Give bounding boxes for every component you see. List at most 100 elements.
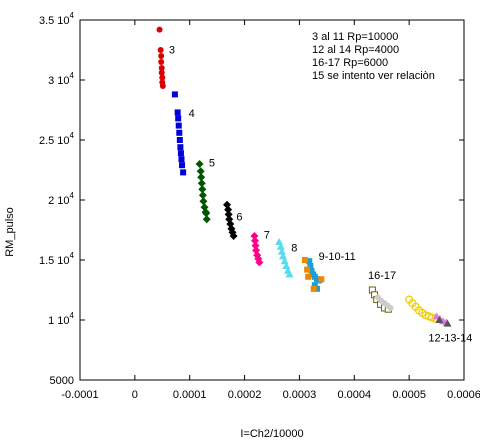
data-point: [277, 247, 286, 255]
data-point: [251, 241, 260, 250]
series-layer: [156, 26, 452, 327]
data-point: [443, 319, 452, 327]
data-point: [318, 276, 325, 283]
x-tick-label: 0.0006: [447, 389, 480, 401]
y-tick-mantissa: 1.5 10: [39, 255, 70, 267]
data-point: [179, 162, 186, 169]
y-tick-exponent: 4: [70, 311, 75, 320]
data-point: [306, 258, 313, 265]
y-tick-exponent: 4: [70, 251, 75, 260]
series-16-17-light: [374, 294, 394, 311]
data-point: [311, 282, 318, 289]
data-point: [250, 236, 259, 245]
series-5: [195, 160, 211, 224]
data-point: [202, 215, 211, 224]
data-point: [171, 91, 178, 98]
x-axis-ticks: -0.0001 0 0.0001 0.0002 0.0003 0.0004 0.0005 0.…: [61, 20, 480, 401]
data-point: [199, 197, 208, 206]
data-point: [178, 156, 185, 163]
data-point: [280, 257, 289, 265]
y-tick-exponent: 4: [70, 71, 75, 80]
data-point: [305, 273, 312, 280]
y-tick-label: 2 104: [48, 191, 74, 207]
y-tick-exponent: 4: [70, 131, 75, 140]
data-point: [308, 267, 315, 274]
data-point: [278, 252, 287, 260]
series-12-13-14: [405, 295, 440, 323]
data-point: [435, 316, 444, 323]
y-tick-label: 3 104: [48, 71, 74, 87]
y-tick-label: 2.5 104: [39, 131, 75, 147]
data-point: [301, 257, 308, 263]
series-9-10-11-orange: [301, 257, 325, 292]
data-point: [276, 242, 285, 250]
series-12-13-14-grey: [435, 316, 452, 327]
legend-line: 3 al 11 Rp=10000: [312, 31, 398, 43]
data-point: [229, 232, 238, 240]
data-point: [158, 65, 165, 71]
data-point: [387, 305, 394, 311]
series-label: 3: [169, 45, 175, 57]
y-tick-mantissa: 3 10: [48, 75, 69, 87]
data-point: [275, 238, 284, 245]
data-point: [176, 129, 183, 136]
y-tick-exponent: 4: [70, 11, 75, 20]
data-point: [177, 150, 184, 157]
data-point: [158, 59, 165, 65]
data-point: [224, 210, 233, 219]
data-point: [307, 263, 314, 269]
y-tick-label: 3.5 104: [39, 11, 75, 27]
data-point: [157, 47, 164, 53]
data-point: [250, 232, 259, 240]
x-tick-label: 0.0003: [283, 389, 317, 401]
series-7: [250, 232, 264, 267]
series-label: 5: [209, 157, 215, 169]
data-point: [202, 209, 211, 218]
y-tick-mantissa: 3.5 10: [39, 15, 70, 27]
y-tick-mantissa: 2 10: [48, 195, 69, 207]
series-3: [156, 26, 166, 89]
y-axis-label: RM_pulso: [4, 207, 16, 257]
series-8: [275, 238, 294, 278]
x-tick-label: -0.0001: [61, 389, 98, 401]
x-axis-label: I=Ch2/10000: [240, 428, 303, 440]
data-point: [255, 258, 264, 267]
series-label: 8: [291, 243, 297, 255]
legend-line: 15 se intento ver relaciòn: [312, 70, 435, 82]
data-point: [156, 26, 163, 33]
data-point: [158, 69, 165, 76]
series-label: 4: [189, 108, 195, 120]
series-labels: 3 4 5 6 7 8 9-10-11 16-17 12-13-14: [169, 45, 473, 345]
y-tick-mantissa: 2.5 10: [39, 135, 70, 147]
data-point: [158, 53, 165, 59]
series-label: 16-17: [368, 270, 396, 282]
y-tick-label: 5000: [50, 375, 74, 387]
x-tick-label: 0: [132, 389, 138, 401]
data-point: [285, 270, 294, 278]
data-point: [310, 285, 317, 292]
data-point: [159, 74, 166, 81]
data-point: [176, 137, 183, 143]
data-point: [195, 160, 204, 168]
data-point: [282, 262, 291, 269]
series-label: 9-10-11: [319, 251, 356, 263]
data-point: [198, 191, 207, 200]
data-point: [175, 122, 182, 129]
y-tick-mantissa: 5000: [50, 375, 74, 387]
data-point: [253, 251, 262, 260]
data-point: [175, 115, 182, 122]
data-point: [313, 285, 320, 292]
data-point: [198, 185, 207, 194]
x-tick-label: 0.0004: [337, 389, 371, 401]
series-4: [171, 91, 187, 176]
series-label: 12-13-14: [428, 333, 472, 345]
data-point: [159, 83, 166, 89]
data-point: [196, 167, 205, 176]
series-label: 7: [264, 229, 270, 241]
data-point: [197, 179, 206, 188]
data-point: [197, 173, 206, 182]
y-tick-label: 1 104: [48, 311, 74, 327]
